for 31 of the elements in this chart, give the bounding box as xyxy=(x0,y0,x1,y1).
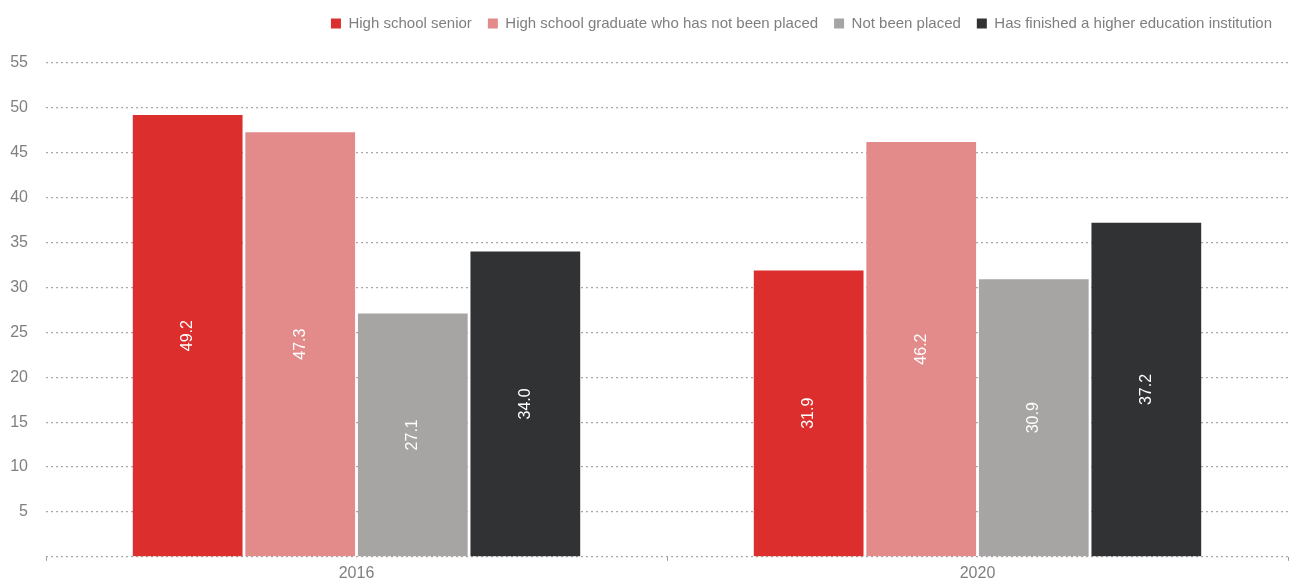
data-label: 30.9 xyxy=(1024,402,1042,434)
y-tick-label: 20 xyxy=(10,367,29,385)
bar xyxy=(1091,222,1202,557)
legend-label: High school senior xyxy=(348,13,472,31)
bar xyxy=(245,132,356,557)
data-label: 47.3 xyxy=(290,328,308,360)
y-tick-label: 5 xyxy=(19,502,29,520)
y-tick-label: 50 xyxy=(10,98,29,116)
bar xyxy=(470,251,581,557)
y-tick-label: 25 xyxy=(10,322,29,340)
y-tick-label: 55 xyxy=(10,53,29,71)
data-label: 27.1 xyxy=(403,419,421,451)
y-tick-label: 10 xyxy=(10,457,29,475)
bar xyxy=(132,115,243,557)
data-label: 46.2 xyxy=(911,333,929,365)
bar xyxy=(866,142,977,557)
data-label: 37.2 xyxy=(1136,373,1154,406)
legend-label: Not been placed xyxy=(851,13,961,31)
y-tick-label: 15 xyxy=(10,412,29,430)
x-tick-label: 2016 xyxy=(338,563,375,581)
y-tick-label: 45 xyxy=(10,143,29,161)
y-tick-label: 30 xyxy=(10,277,29,295)
x-tick-label: 2020 xyxy=(959,563,996,581)
y-tick-label: 35 xyxy=(10,232,29,250)
data-label: 34.0 xyxy=(515,388,533,420)
data-label: 49.2 xyxy=(178,319,196,352)
bar xyxy=(753,270,864,557)
legend-label: High school graduate who has not been placed xyxy=(505,13,819,31)
data-label: 31.9 xyxy=(799,397,817,429)
legend-label: Has finished a higher education institution xyxy=(994,13,1273,31)
y-tick-label: 40 xyxy=(10,188,29,206)
